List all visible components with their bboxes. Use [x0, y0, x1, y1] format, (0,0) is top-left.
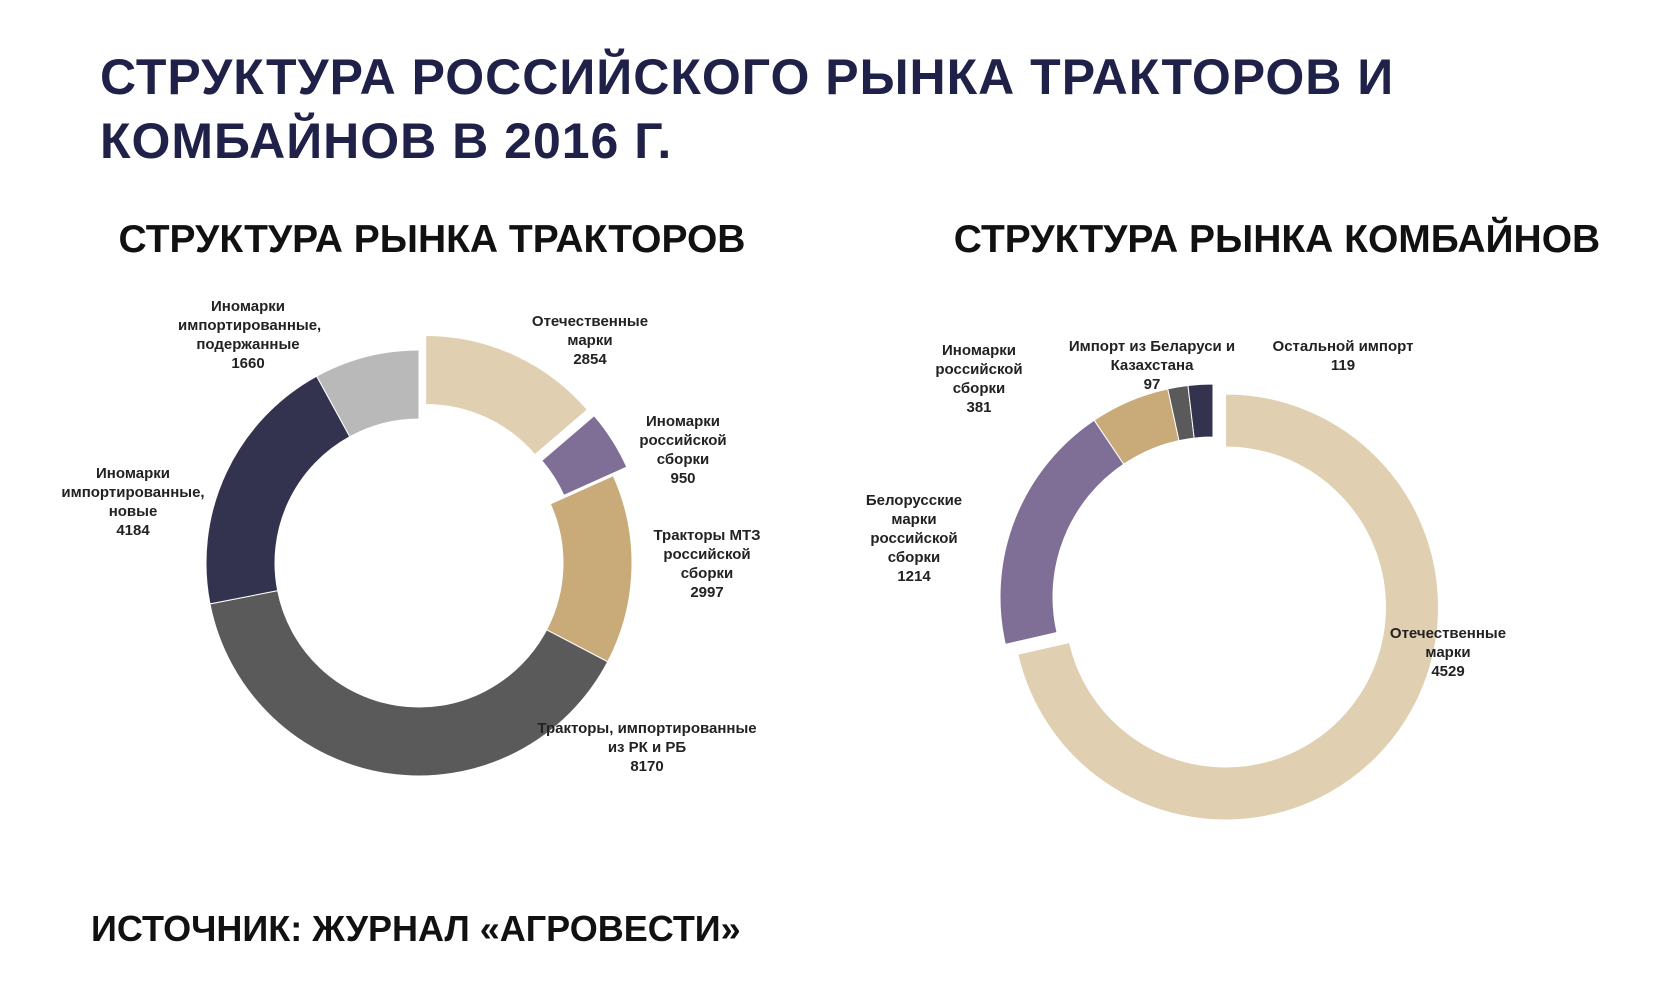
label-name: Остальной импорт: [1272, 338, 1414, 355]
label-value: 950: [670, 470, 696, 487]
donut-segment: [999, 419, 1125, 645]
label-value: 4184: [116, 522, 150, 539]
chart-title: СТРУКТУРА РЫНКА КОМБАЙНОВ: [953, 218, 1601, 261]
label-name: Иномарки импортированные, подержанные: [178, 298, 322, 353]
data-label: Иномарки импортированные, новые 4184: [48, 464, 218, 540]
label-value: 1214: [897, 568, 931, 585]
label-name: Отечественные марки: [531, 313, 649, 349]
label-value: 2997: [690, 584, 724, 601]
label-value: 119: [1330, 357, 1356, 374]
donut-segment: [545, 474, 633, 663]
donut-segment: [209, 590, 609, 777]
data-label: Иномарки российской сборки 381: [924, 341, 1034, 417]
donut-segment: [205, 375, 351, 605]
label-value: 381: [966, 399, 992, 416]
source: ИСТОЧНИК: ЖУРНАЛ «АГРОВЕСТИ»: [91, 908, 741, 949]
data-label: Тракторы МТЗ российской сборки 2997: [642, 526, 772, 602]
data-label: Импорт из Беларуси и Казахстана 97: [1052, 337, 1252, 394]
label-name: Импорт из Беларуси и Казахстана: [1068, 338, 1236, 374]
data-label: Отечественные марки 2854: [515, 312, 665, 369]
label-name: Тракторы МТЗ российской сборки: [653, 527, 761, 582]
label-value: 2854: [573, 351, 607, 368]
label-name: Тракторы, импортированные из РК и РБ: [537, 720, 757, 756]
donut-segment: [425, 334, 589, 456]
label-name: Белорусские марки российской сборки: [865, 492, 963, 566]
label-name: Иномарки российской сборки: [935, 342, 1023, 397]
label-name: Иномарки российской сборки: [639, 413, 727, 468]
data-label: Отечественные марки 4529: [1378, 624, 1518, 681]
label-value: 4529: [1431, 663, 1465, 680]
chart-title: СТРУКТУРА РЫНКА ТРАКТОРОВ: [118, 218, 746, 261]
label-value: 97: [1143, 376, 1161, 393]
label-name: Отечественные марки: [1389, 625, 1507, 661]
donut-segment: [1017, 393, 1439, 821]
data-label: Иномарки российской сборки 950: [623, 412, 743, 488]
donut-segment: [541, 414, 628, 497]
slide-title: СТРУКТУРА РОССИЙСКОГО РЫНКА ТРАКТОРОВ И …: [100, 49, 1395, 169]
donut-segment: [1187, 383, 1214, 439]
label-value: 1660: [231, 355, 265, 372]
label-name: Иномарки импортированные, новые: [61, 465, 205, 520]
data-label: Иномарки импортированные, подержанные 166…: [178, 297, 322, 373]
data-label: Белорусские марки российской сборки 1214: [854, 491, 974, 586]
donut-segment: [316, 349, 420, 438]
data-label: Остальной импорт 119: [1248, 337, 1438, 375]
data-label: Тракторы, импортированные из РК и РБ 8170: [532, 719, 762, 776]
label-value: 8170: [630, 758, 664, 775]
